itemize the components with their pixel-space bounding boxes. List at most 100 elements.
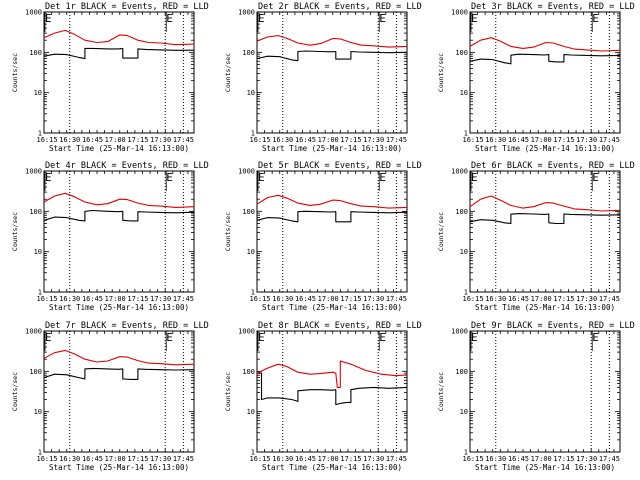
x-tick-label: 17:00 [105,136,126,144]
y-tick-label: 1000 [238,168,255,176]
x-tick-label: 16:30 [485,136,506,144]
y-axis-label: Counts/sec [224,372,232,411]
event-marker-label: E [258,331,265,344]
event-marker-label: E [471,331,478,344]
x-tick-label: 16:30 [485,295,506,303]
x-tick-label: 16:30 [59,295,80,303]
y-tick-label: 1000 [451,168,468,176]
x-tick-label: 17:45 [173,455,194,463]
event-marker-label: E [258,12,265,25]
x-tick-label: 16:45 [82,455,103,463]
x-tick-label: 17:30 [363,455,384,463]
x-tick-label: 16:30 [272,295,293,303]
series-line-1 [43,47,195,60]
y-tick-label: 10 [460,408,468,416]
y-tick-label: 1000 [25,168,42,176]
x-axis-label: Start Time (25-Mar-14 16:13:00) [475,144,615,153]
x-tick-label: 16:15 [36,136,57,144]
y-tick-label: 10 [460,248,468,256]
series-line-1 [469,53,621,65]
event-marker-label: E [166,12,173,25]
x-tick-label: 17:30 [576,295,597,303]
y-tick-label: 100 [242,208,255,216]
y-tick-label: 1000 [451,9,468,17]
x-tick-label: 17:30 [150,136,171,144]
event-marker-label: E [592,331,599,344]
y-tick-label: 10 [247,248,255,256]
x-tick-label: 16:45 [295,295,316,303]
x-tick-label: 17:30 [363,136,384,144]
x-tick-label: 17:30 [363,295,384,303]
x-axis-label: Start Time (25-Mar-14 16:13:00) [262,144,402,153]
x-tick-label: 17:15 [340,136,361,144]
panel-title: Det 3r BLACK = Events, RED = LLD [471,2,635,12]
series-line-2 [256,35,408,48]
plot-frame [43,11,195,134]
panel-title: Det 4r BLACK = Events, RED = LLD [45,161,209,171]
y-tick-label: 1 [251,449,255,457]
y-tick-label: 1000 [25,328,42,336]
y-tick-label: 100 [242,49,255,57]
y-tick-label: 1 [464,130,468,138]
x-tick-label: 17:45 [386,295,407,303]
panel-title: Det 2r BLACK = Events, RED = LLD [258,2,422,12]
y-tick-label: 100 [455,368,468,376]
x-tick-label: 17:00 [531,295,552,303]
series-line-1 [43,367,195,380]
x-axis-label: Start Time (25-Mar-14 16:13:00) [49,144,189,153]
series-line-1 [257,372,341,406]
series-line-2 [256,194,408,209]
x-tick-label: 16:15 [462,295,483,303]
plot-frame [256,170,408,293]
plot-frame [43,330,195,453]
x-tick-label: 17:30 [150,295,171,303]
y-tick-label: 1 [38,289,42,297]
event-marker-label: E [166,171,173,184]
y-axis-label: Counts/sec [224,212,232,251]
x-tick-label: 16:15 [462,136,483,144]
y-tick-label: 1000 [25,9,42,17]
x-tick-label: 17:45 [173,136,194,144]
x-tick-label: 17:15 [127,136,148,144]
x-tick-label: 17:00 [105,295,126,303]
x-tick-label: 16:30 [59,455,80,463]
event-marker-label: E [45,12,52,25]
y-tick-label: 1 [38,130,42,138]
y-tick-label: 100 [242,368,255,376]
x-tick-label: 16:45 [82,295,103,303]
x-tick-label: 16:15 [36,455,57,463]
event-marker-label: E [592,12,599,25]
x-tick-label: 16:30 [272,136,293,144]
x-tick-label: 17:15 [553,295,574,303]
y-tick-label: 100 [455,49,468,57]
x-tick-label: 16:30 [59,136,80,144]
x-tick-label: 17:45 [599,136,620,144]
y-tick-label: 1 [464,449,468,457]
series-line-2 [469,37,621,52]
x-tick-label: 17:15 [340,455,361,463]
y-tick-label: 100 [455,208,468,216]
series-line-2 [43,349,195,366]
x-tick-label: 17:15 [553,136,574,144]
x-tick-label: 16:30 [485,455,506,463]
y-tick-label: 1 [38,449,42,457]
series-line-1 [256,210,408,223]
event-marker-label: E [379,331,386,344]
x-tick-label: 16:30 [272,455,293,463]
event-marker-label: E [379,171,386,184]
series-line-1 [43,209,195,222]
event-marker-label: E [45,331,52,344]
x-tick-label: 16:15 [249,455,270,463]
plot-frame [256,330,408,453]
x-tick-label: 17:45 [173,295,194,303]
x-tick-label: 17:15 [340,295,361,303]
series-line-1 [256,50,408,62]
